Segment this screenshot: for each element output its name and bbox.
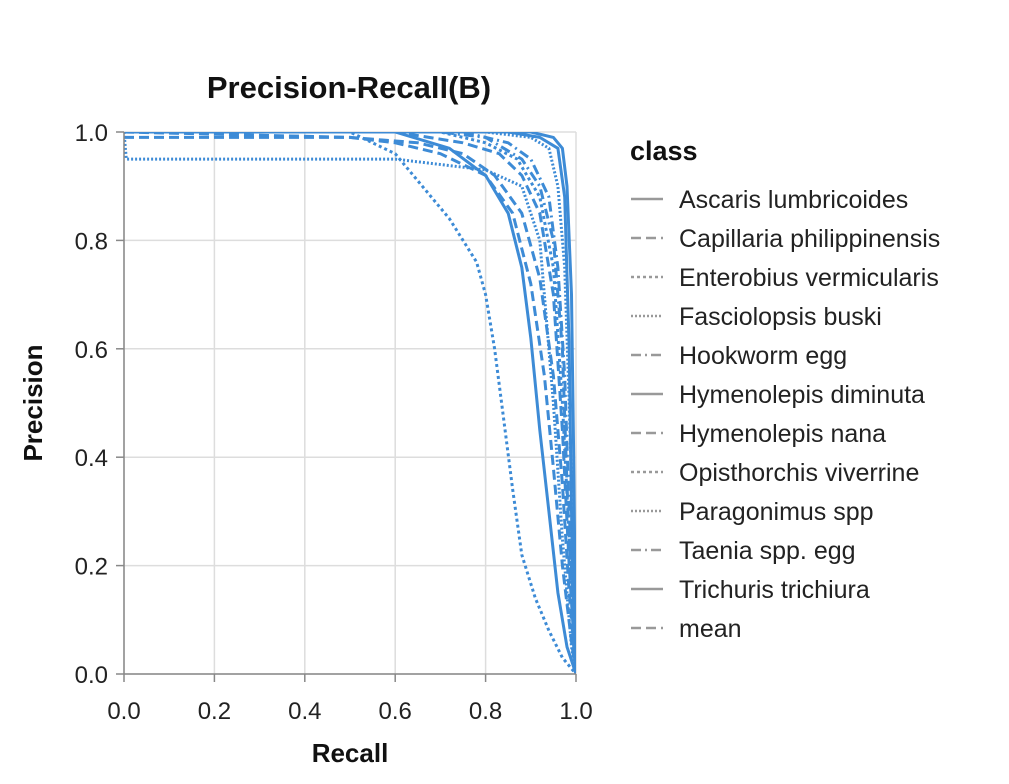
x-axis-ticks: 0.0 0.2 0.4 0.6 0.8 1.0 [107,674,593,725]
x-axis-title: Recall [312,738,389,768]
legend-item: Taenia spp. egg [631,537,856,565]
series-line-taenia-spp-egg [124,132,576,674]
series-line-hookworm-egg [124,132,576,674]
legend: class Ascaris lumbricoides Capillaria phi… [630,136,940,643]
y-tick-label: 0.4 [75,445,108,472]
legend-label: Capillaria philippinensis [679,225,940,253]
x-tick-label: 1.0 [559,698,592,725]
legend-label: Trichuris trichiura [679,576,870,604]
legend-item: Hymenolepis diminuta [631,381,925,409]
legend-item: Hymenolepis nana [631,420,886,448]
y-tick-label: 0.0 [75,662,108,689]
curves [124,132,576,674]
legend-label: Fasciolopsis buski [679,303,882,331]
legend-label: Taenia spp. egg [679,537,856,565]
legend-item: Fasciolopsis buski [631,303,882,331]
series-line-opisthorchis-viverrine [124,132,576,674]
x-tick-label: 0.8 [469,698,502,725]
y-axis-title: Precision [18,344,48,461]
y-tick-label: 0.8 [75,228,108,255]
x-tick-label: 0.4 [288,698,321,725]
legend-item: Paragonimus spp [631,498,874,526]
series-line-paragonimus-spp [124,132,576,674]
chart-title: Precision-Recall(B) [207,70,491,105]
axes [123,132,576,675]
series-line-enterobius-vermicularis [124,132,576,674]
legend-item: Ascaris lumbricoides [631,186,908,214]
legend-item: Capillaria philippinensis [631,225,940,253]
legend-label: Enterobius vermicularis [679,264,939,292]
x-tick-label: 0.2 [198,698,231,725]
series-line-trichuris-trichiura [124,132,576,674]
legend-title: class [630,136,698,166]
legend-label: Hookworm egg [679,342,847,370]
legend-label: Hymenolepis diminuta [679,381,925,409]
y-axis-ticks: 0.0 0.2 0.4 0.6 0.8 1.0 [75,120,124,689]
legend-label: Hymenolepis nana [679,420,886,448]
y-tick-label: 1.0 [75,120,108,147]
legend-label: mean [679,615,742,643]
legend-item: Trichuris trichiura [631,576,870,604]
x-tick-label: 0.6 [379,698,412,725]
legend-label: Paragonimus spp [679,498,874,526]
legend-item: Opisthorchis viverrine [631,459,919,487]
legend-item: Hookworm egg [631,342,847,370]
y-tick-label: 0.2 [75,554,108,581]
legend-item: Enterobius vermicularis [631,264,939,292]
y-tick-label: 0.6 [75,337,108,364]
legend-label: Opisthorchis viverrine [679,459,919,487]
legend-label: Ascaris lumbricoides [679,186,908,214]
series-line-mean [124,132,576,674]
legend-items: Ascaris lumbricoides Capillaria philippin… [631,186,940,643]
series-line-ascaris-lumbricoides [124,132,576,674]
x-tick-label: 0.0 [107,698,140,725]
legend-item: mean [631,615,742,643]
